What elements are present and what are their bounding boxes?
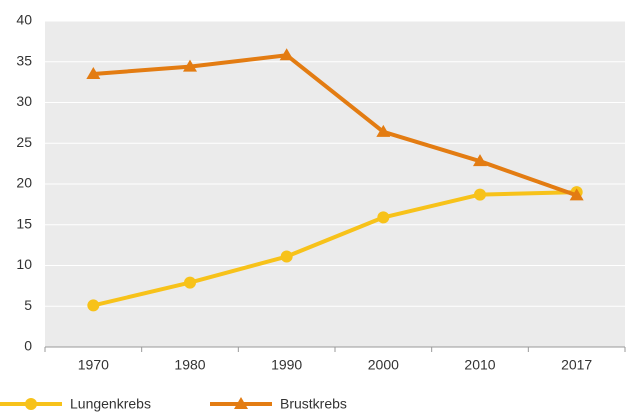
y-tick-label: 20 (16, 175, 32, 191)
data-point (474, 188, 486, 201)
x-tick-label: 1990 (271, 357, 302, 373)
legend-marker (25, 398, 37, 410)
data-point (86, 66, 101, 79)
x-tick-label: 1980 (174, 357, 205, 373)
y-tick-label: 0 (24, 338, 32, 354)
data-point (569, 188, 584, 201)
y-tick-label: 25 (16, 134, 32, 150)
y-tick-label: 35 (16, 52, 32, 68)
series-line (93, 53, 578, 198)
data-point (377, 211, 390, 224)
data-point (376, 124, 391, 137)
x-tick-label: 2017 (561, 357, 592, 373)
data-point (473, 154, 487, 167)
legend-label: Lungenkrebs (70, 396, 151, 412)
x-tick-label: 2000 (368, 357, 399, 373)
series-line (92, 190, 577, 308)
y-tick-label: 10 (16, 256, 32, 272)
data-point (280, 250, 293, 263)
data-point (184, 276, 196, 289)
data-point (279, 48, 294, 61)
x-tick-label: 1970 (78, 357, 109, 373)
data-point (183, 59, 197, 72)
y-tick-label: 5 (24, 297, 32, 313)
legend-label: Brustkrebs (280, 396, 347, 412)
data-point (87, 299, 100, 312)
y-tick-label: 40 (16, 12, 32, 28)
legend-marker (234, 397, 248, 409)
y-tick-label: 30 (16, 93, 32, 109)
x-tick-label: 2010 (464, 357, 495, 373)
y-tick-label: 15 (16, 215, 32, 231)
